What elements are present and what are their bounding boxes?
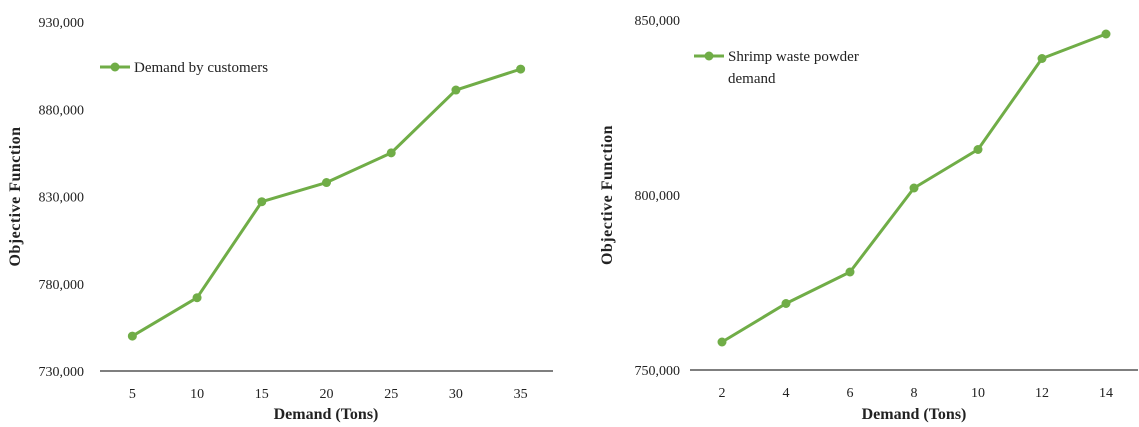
x-tick-label: 6 — [847, 386, 854, 401]
data-point — [322, 178, 331, 188]
data-point — [516, 64, 526, 74]
legend-label: Demand by customers — [134, 60, 268, 76]
data-point — [909, 183, 919, 193]
x-tick-label: 14 — [1099, 386, 1113, 401]
chart-left: 730,000 780,000 830,000 880,000 930,000 5 10 15… — [7, 16, 553, 423]
data-point — [1037, 54, 1047, 63]
x-axis-title: Demand (Tons) — [274, 406, 379, 423]
x-tick-label: 15 — [255, 387, 269, 402]
legend: Demand by customers — [100, 60, 268, 76]
data-point — [973, 145, 983, 154]
legend-label: Shrimp waste powder — [728, 49, 859, 65]
data-point — [1101, 29, 1111, 39]
y-tick-label: 730,000 — [39, 365, 85, 380]
x-tick-label: 2 — [719, 386, 726, 401]
x-tick-label: 12 — [1035, 386, 1049, 401]
x-tick-label: 35 — [514, 387, 528, 402]
x-tick-label: 5 — [129, 387, 136, 402]
series-line — [131, 67, 522, 338]
data-point — [845, 267, 855, 277]
y-tick-label: 800,000 — [635, 189, 681, 204]
y-axis-title: Objective Function — [599, 125, 616, 265]
data-point — [781, 299, 791, 308]
x-tick-label: 4 — [783, 386, 790, 401]
y-tick-label: 880,000 — [39, 103, 85, 118]
y-tick-label: 850,000 — [635, 14, 681, 29]
x-tick-label: 8 — [911, 386, 918, 401]
y-tick-label: 780,000 — [39, 278, 85, 293]
x-tick-label: 30 — [449, 387, 463, 402]
y-axis-title: Objective Function — [7, 126, 24, 266]
legend-label: demand — [728, 71, 776, 87]
y-tick-label: 830,000 — [39, 191, 85, 206]
data-point — [717, 337, 727, 347]
chart-right: 750,000 800,000 850,000 2 4 6 8 10 12 14 Demand (T… — [599, 14, 1138, 423]
data-point — [451, 85, 461, 95]
data-point — [127, 331, 137, 341]
y-tick-label: 750,000 — [635, 364, 681, 379]
data-point — [257, 197, 267, 207]
data-point — [192, 293, 202, 303]
x-tick-label: 10 — [190, 387, 204, 402]
x-tick-label: 20 — [320, 387, 334, 402]
y-tick-label: 930,000 — [39, 16, 85, 31]
legend-marker — [110, 62, 120, 72]
x-tick-label: 25 — [384, 387, 398, 402]
x-axis-title: Demand (Tons) — [862, 406, 967, 423]
data-point — [386, 148, 396, 158]
legend-marker — [704, 51, 714, 61]
legend: Shrimp waste powder demand — [694, 49, 859, 87]
x-tick-label: 10 — [971, 386, 985, 401]
